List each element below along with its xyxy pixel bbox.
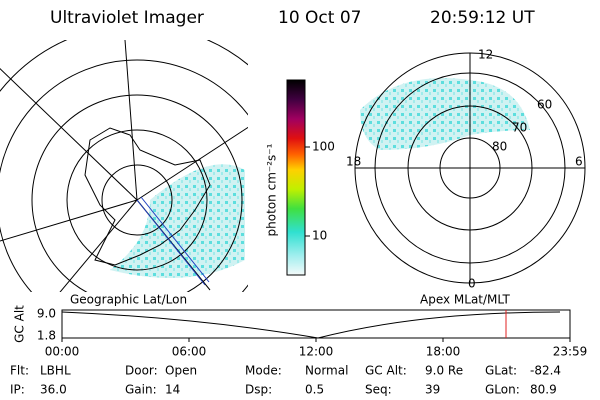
hour-label: 18 (346, 155, 361, 169)
hour-label: 0 (468, 277, 476, 291)
field-value: LBHL (40, 364, 71, 378)
y-tick-label: 1.8 (37, 329, 56, 343)
time: 20:59:12 UT (430, 8, 535, 28)
altitude-frame (61, 309, 571, 339)
y-tick-label: 9.0 (37, 307, 56, 321)
x-tick-label: 18:00 (426, 345, 461, 359)
field-value: 39 (425, 383, 440, 397)
field-value: -82.4 (530, 364, 561, 378)
field-label: Flt: (10, 364, 29, 378)
field-value: 36.0 (40, 383, 67, 397)
lat-label: 70 (512, 121, 527, 135)
field-label: Door: (125, 364, 158, 378)
x-tick-label: 12:00 (299, 345, 334, 359)
field-value: 0.5 (305, 383, 324, 397)
field-value: 14 (165, 383, 180, 397)
field-label: Seq: (365, 383, 392, 397)
altitude-curve (61, 311, 561, 339)
instrument: Ultraviolet Imager (50, 8, 204, 28)
colorbar-tick-label: 10 (312, 229, 327, 243)
date: 10 Oct 07 (278, 8, 361, 28)
field-label: GLon: (485, 383, 520, 397)
field-label: Gain: (125, 383, 157, 397)
right-map-label: Apex MLat/MLT (420, 293, 510, 307)
field-label: GC Alt: (365, 364, 407, 378)
lat-label: 80 (492, 140, 507, 154)
hour-label: 12 (478, 48, 493, 62)
colorbar-tick-label: 100 (312, 140, 335, 154)
field-value: Normal (305, 364, 348, 378)
left-map-label: Geographic Lat/Lon (70, 293, 187, 307)
field-value: 9.0 Re (425, 364, 463, 378)
altitude-axis-label: GC Alt (13, 305, 27, 343)
field-label: GLat: (485, 364, 517, 378)
x-tick-label: 23:59 (553, 345, 588, 359)
magnetic-map (354, 52, 586, 284)
hour-label: 6 (575, 155, 583, 169)
x-tick-label: 00:00 (45, 345, 80, 359)
colorbar (286, 79, 306, 276)
geographic-map (0, 40, 248, 292)
lat-label: 60 (537, 98, 552, 112)
field-value: 80.9 (530, 383, 557, 397)
x-tick-label: 06:00 (172, 345, 207, 359)
field-label: Dsp: (245, 383, 272, 397)
field-label: IP: (10, 383, 25, 397)
colorbar-label: photon cm⁻²s⁻¹ (265, 143, 279, 236)
field-label: Mode: (245, 364, 282, 378)
field-value: Open (165, 364, 197, 378)
